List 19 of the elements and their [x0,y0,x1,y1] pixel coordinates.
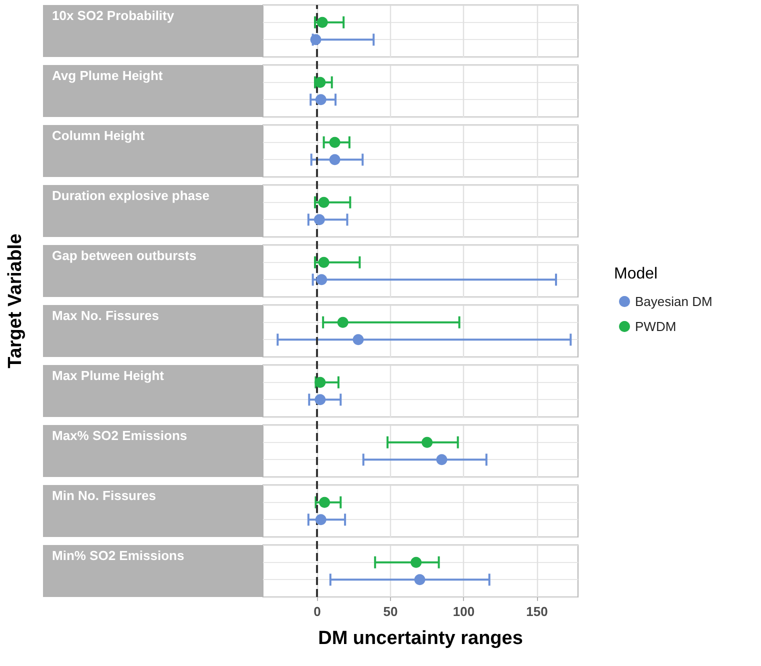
y-tick-label: Min No. Fissures [52,488,156,503]
y-axis-title: Target Variable [5,234,26,368]
y-tick-label: Max% SO2 Emissions [52,428,188,443]
y-tick-label: Avg Plume Height [52,68,164,83]
x-tick-label: 0 [314,604,321,619]
y-tick-label: Gap between outbursts [52,248,196,263]
x-tick-label: 50 [383,604,398,619]
x-tick-label: 150 [526,604,548,619]
y-tick-label: Min% SO2 Emissions [52,548,184,563]
x-axis-title: DM uncertainty ranges [318,628,523,649]
legend-label: Bayesian DM [635,294,712,309]
x-tick-label: 100 [452,604,475,619]
y-tick-label: Duration explosive phase [52,188,210,203]
y-tick-label: Max Plume Height [52,368,165,383]
legend-label: PWDM [635,319,676,334]
y-tick-label: 10x SO2 Probability [52,8,175,23]
y-tick-label: Column Height [52,128,146,143]
y-tick-label: Max No. Fissures [52,308,159,323]
legend-title: Model [614,266,658,282]
